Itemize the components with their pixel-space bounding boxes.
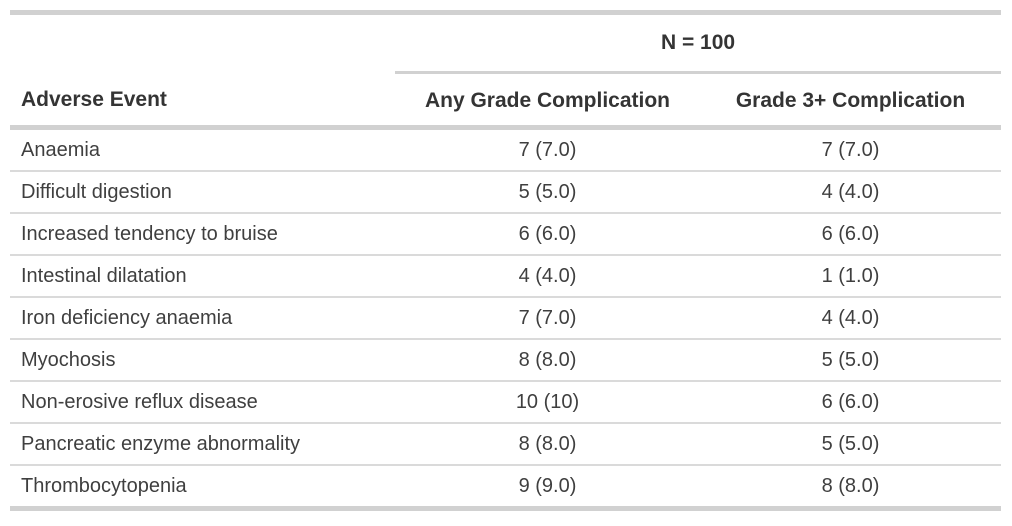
any-grade-value: 4 (4.0) xyxy=(395,255,700,298)
grade3-value: 1 (1.0) xyxy=(700,255,1002,298)
table-row-pancreatic-enzyme-abnormality: Pancreatic enzyme abnormality 8 (8.0) 5 … xyxy=(10,423,1002,466)
table-row-thrombocytopenia: Thrombocytopenia 9 (9.0) 8 (8.0) xyxy=(10,465,1002,511)
adverse-event-cell: Anaemia xyxy=(10,127,395,172)
adverse-events-table-container: N = 100 Adverse Event Any Grade Complica… xyxy=(10,10,1002,511)
adverse-event-cell: Pancreatic enzyme abnormality xyxy=(10,423,395,466)
any-grade-value: 10 (10) xyxy=(395,381,700,424)
any-grade-value: 7 (7.0) xyxy=(395,127,700,172)
table-row-anaemia: Anaemia 7 (7.0) 7 (7.0) xyxy=(10,127,1002,172)
adverse-event-cell: Iron deficiency anaemia xyxy=(10,297,395,340)
grade3-value: 8 (8.0) xyxy=(700,465,1002,511)
table-row-iron-deficiency-anaemia: Iron deficiency anaemia 7 (7.0) 4 (4.0) xyxy=(10,297,1002,340)
adverse-event-cell: Difficult digestion xyxy=(10,171,395,214)
grade3-value: 4 (4.0) xyxy=(700,297,1002,340)
adverse-event-cell: Myochosis xyxy=(10,339,395,382)
spanner-label-n100: N = 100 xyxy=(395,10,1002,74)
grade3-value: 7 (7.0) xyxy=(700,127,1002,172)
adverse-event-cell: Non-erosive reflux disease xyxy=(10,381,395,424)
table-row-non-erosive-reflux-disease: Non-erosive reflux disease 10 (10) 6 (6.… xyxy=(10,381,1002,424)
grade3-value: 5 (5.0) xyxy=(700,423,1002,466)
grade3-value: 6 (6.0) xyxy=(700,381,1002,424)
adverse-event-cell: Intestinal dilatation xyxy=(10,255,395,298)
adverse-events-table: N = 100 Adverse Event Any Grade Complica… xyxy=(10,10,1002,511)
grade3-value: 6 (6.0) xyxy=(700,213,1002,256)
spanner-spacer-cell xyxy=(10,10,395,73)
grade3-value: 4 (4.0) xyxy=(700,171,1002,214)
column-header-grade3-complication: Grade 3+ Complication xyxy=(700,72,1002,130)
any-grade-value: 5 (5.0) xyxy=(395,171,700,214)
any-grade-value: 7 (7.0) xyxy=(395,297,700,340)
column-header-any-grade-complication: Any Grade Complication xyxy=(395,72,700,130)
any-grade-value: 9 (9.0) xyxy=(395,465,700,511)
grade3-value: 5 (5.0) xyxy=(700,339,1002,382)
column-header-adverse-event: Adverse Event xyxy=(10,72,395,130)
column-header-row: Adverse Event Any Grade Complication Gra… xyxy=(10,72,1002,130)
table-row-increased-tendency-to-bruise: Increased tendency to bruise 6 (6.0) 6 (… xyxy=(10,213,1002,256)
any-grade-value: 6 (6.0) xyxy=(395,213,700,256)
table-row-intestinal-dilatation: Intestinal dilatation 4 (4.0) 1 (1.0) xyxy=(10,255,1002,298)
adverse-event-cell: Thrombocytopenia xyxy=(10,465,395,511)
any-grade-value: 8 (8.0) xyxy=(395,423,700,466)
adverse-event-cell: Increased tendency to bruise xyxy=(10,213,395,256)
spanner-row: N = 100 xyxy=(10,10,1002,74)
table-row-myochosis: Myochosis 8 (8.0) 5 (5.0) xyxy=(10,339,1002,382)
any-grade-value: 8 (8.0) xyxy=(395,339,700,382)
table-row-difficult-digestion: Difficult digestion 5 (5.0) 4 (4.0) xyxy=(10,171,1002,214)
